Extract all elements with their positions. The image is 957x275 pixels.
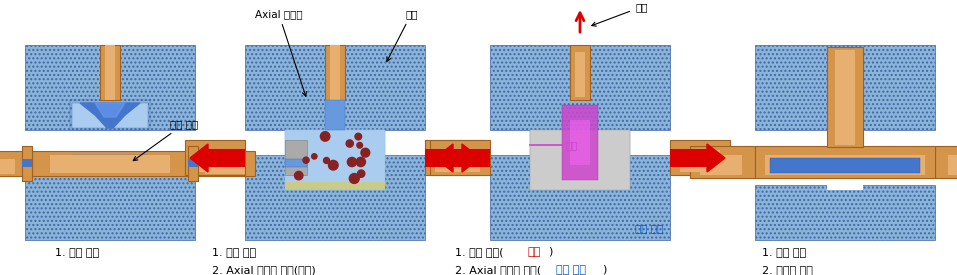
Polygon shape [80,103,140,128]
Text: ): ) [548,247,552,257]
Bar [25,155,195,240]
Circle shape [358,170,365,177]
Bar [0,159,15,174]
Bar [0,151,25,176]
Bar [72,155,148,167]
Polygon shape [190,144,208,172]
Bar [330,45,340,100]
Bar [245,155,425,240]
Circle shape [347,157,357,167]
Bar [245,45,425,130]
Text: 소재 유입: 소재 유입 [556,265,586,275]
Bar [22,146,32,181]
Text: 금형: 금형 [387,9,417,61]
Polygon shape [435,144,453,172]
Bar [425,149,462,167]
Bar [755,45,935,130]
Text: 1. 금형 닫음: 1. 금형 닫음 [212,247,256,257]
Bar [435,150,475,172]
Bar [453,149,490,167]
Text: 2. Axial 실린더 이동(밀폐): 2. Axial 실린더 이동(밀폐) [212,265,316,275]
Text: 1. 소재 공급: 1. 소재 공급 [55,247,100,257]
Text: 펀치: 펀치 [591,2,648,26]
Bar [755,146,935,178]
Bar [50,155,170,173]
Bar [530,130,630,155]
Text: 1. 유체 유입(: 1. 유체 유입( [455,247,503,257]
Bar [755,185,935,240]
Text: 2. 프레스 상승: 2. 프레스 상승 [762,265,812,275]
Bar [188,146,198,181]
Bar [670,140,730,175]
Bar [827,80,863,130]
Bar [430,140,490,175]
Bar [440,150,480,172]
Bar [835,50,855,145]
Bar [22,159,32,167]
Bar [285,130,385,190]
Circle shape [355,133,362,140]
Bar [530,130,630,190]
Bar [570,45,590,100]
Bar [680,150,720,172]
Bar [100,45,120,100]
Polygon shape [462,144,480,172]
Bar [195,150,235,172]
Circle shape [328,160,338,170]
Polygon shape [707,144,725,172]
Bar [827,47,863,147]
Circle shape [303,157,309,163]
Bar [32,151,188,176]
Circle shape [312,154,317,159]
Bar [570,120,590,165]
Bar [195,151,255,176]
Text: 튜브 소재: 튜브 소재 [133,119,198,161]
Bar [285,140,307,175]
Bar [70,100,150,130]
Text: 2. Axial 실린더 이동(: 2. Axial 실린더 이동( [455,265,541,275]
Bar [208,149,245,167]
Bar [770,158,920,173]
Bar [285,130,385,155]
Circle shape [357,142,363,148]
Text: 가압: 가압 [528,247,542,257]
Circle shape [361,148,369,157]
Bar [105,45,115,100]
Polygon shape [95,103,125,117]
Bar [325,45,345,100]
Bar [285,182,385,190]
Bar [948,155,957,175]
Bar [827,185,863,190]
Circle shape [323,158,329,163]
Bar [670,149,707,167]
Text: 가압: 가압 [565,140,577,150]
Bar [690,146,755,178]
Bar [765,155,925,175]
Bar [490,155,670,240]
Text: Axial 실린더: Axial 실린더 [255,9,306,96]
Circle shape [346,140,353,147]
Bar [188,159,198,167]
Circle shape [295,171,303,180]
Text: 소재 유입: 소재 유입 [635,223,663,233]
Circle shape [356,157,366,167]
Bar [700,155,742,175]
Circle shape [321,132,330,141]
Bar [425,140,485,175]
Circle shape [349,174,359,183]
Bar [205,159,245,174]
Text: 1. 성형 완료: 1. 성형 완료 [762,247,806,257]
Bar [562,105,598,180]
Bar [285,159,307,167]
Text: ): ) [602,265,607,275]
Bar [575,52,585,97]
Bar [185,140,245,175]
Bar [25,45,195,130]
Bar [72,103,148,128]
Bar [490,45,670,130]
Bar [325,100,345,130]
Bar [935,146,957,178]
